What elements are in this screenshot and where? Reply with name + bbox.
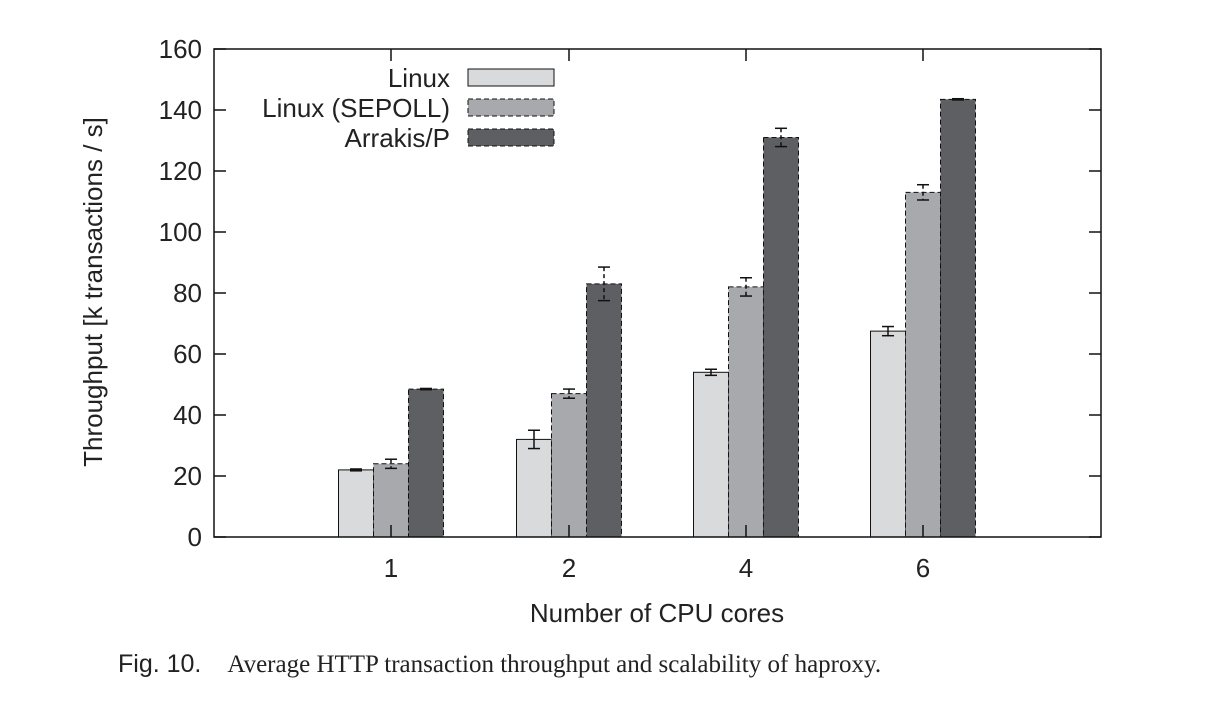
bars-layer <box>338 98 976 538</box>
error-bar-2-0 <box>420 387 432 391</box>
bar-0-2 <box>693 371 729 538</box>
y-tick-label-3: 60 <box>173 339 202 369</box>
axes-layer: 0 20 40 60 80 100 120 140 160 1 2 4 6 <box>159 34 1102 583</box>
y-tick-label-5: 100 <box>159 217 202 247</box>
figure-caption: Fig. 10. Average HTTP transaction through… <box>118 650 1118 679</box>
y-tick-label-6: 120 <box>159 156 202 186</box>
legend-swatch-1 <box>467 98 555 117</box>
bar-2-0 <box>408 388 444 538</box>
y-tick-label-7: 140 <box>159 95 202 125</box>
x-axis-label: Number of CPU cores <box>530 598 784 628</box>
legend-swatch-2 <box>467 128 555 147</box>
y-tick-label-1: 20 <box>173 461 202 491</box>
error-bar-0-1 <box>528 429 540 450</box>
bar-1-2 <box>728 286 764 538</box>
error-bar-1-0 <box>385 458 397 470</box>
bar-2-1 <box>586 283 622 538</box>
bar-1-0 <box>373 463 409 538</box>
bar-1-3 <box>905 191 941 538</box>
bar-2-3 <box>940 98 976 538</box>
error-bar-2-3 <box>952 97 964 101</box>
error-bars-layer <box>350 97 964 472</box>
error-bar-1-1 <box>563 388 575 399</box>
x-tick-label-2: 4 <box>739 553 753 583</box>
error-bar-0-0 <box>350 468 362 472</box>
x-tick-label-1: 2 <box>562 553 576 583</box>
error-bar-0-2 <box>705 368 717 377</box>
legend-swatch-0 <box>467 68 555 87</box>
y-tick-label-2: 40 <box>173 400 202 430</box>
error-bar-1-2 <box>740 277 752 297</box>
bar-1-1 <box>551 393 587 538</box>
caption-label: Fig. 10. <box>118 650 202 678</box>
legend-label-0: Linux <box>388 63 450 93</box>
bar-2-2 <box>763 136 799 538</box>
y-tick-label-0: 0 <box>188 522 202 552</box>
x-tick-label-3: 6 <box>916 553 930 583</box>
legend-label-2: Arrakis/P <box>345 123 450 153</box>
error-bar-2-1 <box>598 266 610 302</box>
error-bar-1-3 <box>917 183 929 201</box>
error-bar-2-2 <box>775 127 787 148</box>
y-axis-label: Throughput [k transactions / s] <box>78 117 108 467</box>
bar-0-0 <box>338 469 374 538</box>
bar-0-1 <box>516 438 552 538</box>
legend-label-1: Linux (SEPOLL) <box>262 93 450 123</box>
y-tick-label-4: 80 <box>173 278 202 308</box>
caption-text: Average HTTP transaction throughput and … <box>227 651 882 678</box>
bar-0-3 <box>870 330 906 538</box>
y-tick-label-8: 160 <box>159 34 202 64</box>
x-tick-label-0: 1 <box>384 553 398 583</box>
error-bar-0-3 <box>882 325 894 337</box>
